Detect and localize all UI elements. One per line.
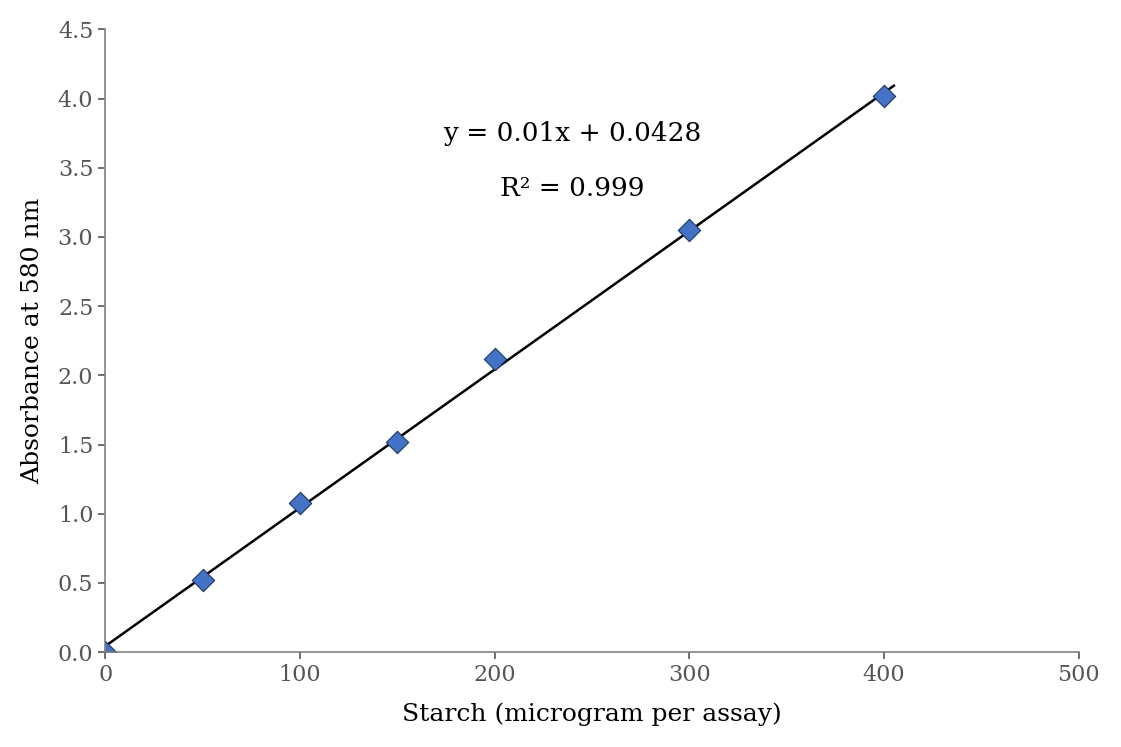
X-axis label: Starch (microgram per assay): Starch (microgram per assay) xyxy=(402,703,781,726)
Point xyxy=(291,497,309,509)
Y-axis label: Absorbance at 580 nm: Absorbance at 580 nm xyxy=(21,198,44,484)
Point xyxy=(388,436,406,447)
Text: R² = 0.999: R² = 0.999 xyxy=(500,176,645,201)
Text: y = 0.01x + 0.0428: y = 0.01x + 0.0428 xyxy=(444,120,702,146)
Point xyxy=(485,353,503,365)
Point xyxy=(194,574,212,586)
Point xyxy=(876,90,893,102)
Point xyxy=(96,646,114,658)
Point xyxy=(680,224,698,236)
